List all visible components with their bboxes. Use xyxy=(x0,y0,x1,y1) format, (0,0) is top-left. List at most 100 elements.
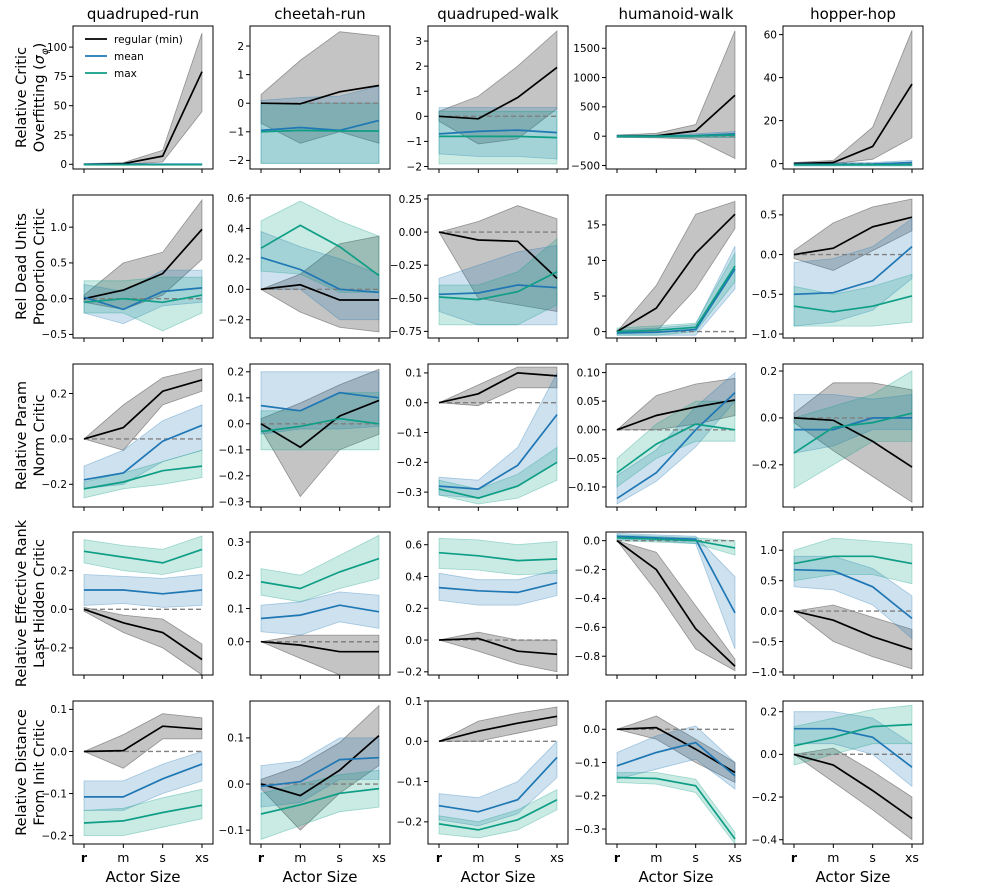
mean-band xyxy=(260,230,380,321)
regular-band xyxy=(260,235,380,333)
row-label-line: Relative Critic xyxy=(14,47,30,148)
regular-band xyxy=(615,377,736,431)
axes-frame xyxy=(249,363,391,508)
x-tick-label: r xyxy=(258,850,265,865)
y-tick-label: −0.2 xyxy=(42,479,68,491)
y-tick-label: −0.05 xyxy=(568,453,600,465)
axes-frame xyxy=(249,25,391,170)
mean-band xyxy=(793,555,913,640)
y-tick-label: 5 xyxy=(593,291,600,303)
y-tick-label: 0 xyxy=(237,98,244,110)
row-label-3: Relative Effective Rank Last Hidden Criti… xyxy=(14,519,48,687)
regular-line xyxy=(260,399,380,449)
max-line xyxy=(617,134,736,138)
mean-line xyxy=(438,581,558,594)
x-tick-label: xs xyxy=(728,850,742,865)
y-tick-label: 100 xyxy=(47,42,67,54)
regular-line xyxy=(438,372,558,404)
y-tick-label: −0.3 xyxy=(219,497,245,509)
y-tick-label: −0.4 xyxy=(575,593,601,605)
max-line xyxy=(260,129,379,133)
y-tick-label: 2 xyxy=(415,61,422,73)
panel-1-4: −1.0 −0.5 0.0 0.5 xyxy=(752,194,924,342)
column-title-3: humanoid-walk xyxy=(619,5,734,23)
row-label-2: Relative Param Norm Critic xyxy=(14,381,48,490)
x-tick-label: r xyxy=(436,850,443,865)
x-tick-label: m xyxy=(827,850,839,865)
y-tick-label: 0.0 xyxy=(760,413,777,425)
y-tick-label: −0.6 xyxy=(575,622,601,634)
regular-line xyxy=(616,399,736,431)
mean-line xyxy=(260,391,380,412)
y-tick-label: 75 xyxy=(54,71,67,83)
max-line xyxy=(616,423,736,474)
mean-line xyxy=(616,535,736,614)
mean-band xyxy=(438,569,558,606)
y-tick-label: −0.2 xyxy=(397,457,423,469)
y-tick-label: −0.1 xyxy=(575,757,601,769)
y-tick-label: 0 xyxy=(60,159,67,171)
panel-0-0: 0 25 50 75 100 xyxy=(47,25,214,173)
max-line xyxy=(439,135,558,139)
regular-band xyxy=(260,368,380,498)
column-title-4: hopper-hop xyxy=(810,5,896,23)
y-tick-label: −0.2 xyxy=(42,830,68,842)
y-tick-label: −0.4 xyxy=(752,835,778,847)
x-tick-label: s xyxy=(692,850,699,865)
y-tick-label: −0.5 xyxy=(752,289,778,301)
y-tick-label: 0.0 xyxy=(227,419,244,431)
axes-frame xyxy=(72,700,214,845)
y-tick-label: −0.2 xyxy=(397,667,423,679)
axes-frame xyxy=(249,531,391,676)
regular-line xyxy=(438,637,558,656)
mean-line xyxy=(84,589,203,595)
max-band xyxy=(260,102,380,164)
mean-line xyxy=(83,424,203,481)
axes-frame xyxy=(427,700,569,845)
y-tick-label: 0.2 xyxy=(50,388,67,400)
max-line xyxy=(260,557,380,590)
mean-band xyxy=(260,85,380,164)
y-tick-label: 0.6 xyxy=(405,540,422,552)
regular-line xyxy=(793,753,913,820)
regular-band xyxy=(438,366,558,407)
regular-line xyxy=(83,608,203,661)
y-tick-label: 0 xyxy=(415,111,422,123)
y-tick-label: 0 xyxy=(593,326,600,338)
x-axis-label: Actor Size xyxy=(105,868,180,886)
y-tick-label: 1 xyxy=(415,86,422,98)
y-tick-label: −0.2 xyxy=(219,315,245,327)
mean-line xyxy=(260,119,380,132)
mean-line xyxy=(260,604,380,620)
regular-band xyxy=(616,200,736,332)
max-band xyxy=(438,446,558,505)
y-tick-label: 0.1 xyxy=(227,603,244,615)
y-tick-label: 0.0 xyxy=(760,249,777,261)
x-tick-label: m xyxy=(472,850,484,865)
axes-frame xyxy=(72,25,214,170)
panel-0-2: −2 −1 0 1 2 3 xyxy=(407,25,569,173)
max-line xyxy=(793,723,913,747)
y-tick-label: 40 xyxy=(764,72,777,84)
y-tick-label: 1000 xyxy=(573,72,600,84)
row-label-line: Last Hidden Critic xyxy=(32,539,48,668)
max-line xyxy=(438,461,558,499)
legend: regular (min) mean max xyxy=(85,34,183,80)
x-tick-label: s xyxy=(514,850,521,865)
panel-2-1: −0.3 −0.2 −0.1 0.0 0.1 0.2 xyxy=(219,363,391,511)
y-tick-label: 0.0 xyxy=(405,398,422,410)
regular-line xyxy=(793,610,913,651)
panel-0-3: −500 0 500 1000 1500 xyxy=(571,25,747,173)
max-band xyxy=(793,273,913,327)
column-title-1: cheetah-run xyxy=(274,5,365,23)
y-tick-label: 20 xyxy=(764,115,777,127)
regular-line xyxy=(616,540,736,667)
y-tick-label: 0.2 xyxy=(760,706,777,718)
y-tick-label: 0.5 xyxy=(760,575,777,587)
regular-line xyxy=(793,417,913,468)
y-tick-label: 0.1 xyxy=(405,696,422,708)
y-tick-label: −0.1 xyxy=(397,776,423,788)
x-axis-label: Actor Size xyxy=(282,868,357,886)
x-tick-label: xs xyxy=(550,850,564,865)
regular-band xyxy=(260,704,380,831)
